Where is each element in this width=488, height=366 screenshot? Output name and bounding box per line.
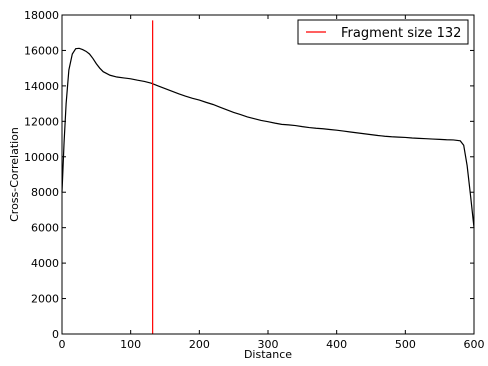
y-tick-label: 4000: [31, 257, 59, 270]
plot-content: [61, 20, 475, 334]
x-tick-label: 300: [258, 338, 279, 351]
legend-label-fragment-size: Fragment size 132: [341, 26, 461, 41]
y-tick-label: 10000: [24, 151, 59, 164]
y-axis-label: Cross-Correlation: [8, 127, 21, 222]
y-tick-label: 12000: [24, 115, 59, 128]
ticks: 0 100 200 300 400 500 600020004000600080001000…: [24, 9, 485, 351]
x-tick-label: 400: [326, 338, 347, 351]
x-tick-label: 0: [59, 338, 66, 351]
y-tick-label: 2000: [31, 293, 59, 306]
y-tick-label: 16000: [24, 44, 59, 57]
x-tick-label: 100: [120, 338, 141, 351]
y-tick-label: 18000: [24, 9, 59, 22]
series-line-cross-correlation: [61, 47, 475, 228]
legend: Fragment size 132: [297, 19, 469, 45]
y-tick-label: 0: [52, 328, 59, 341]
y-tick-label: 14000: [24, 80, 59, 93]
x-axis-label: Distance: [244, 348, 292, 361]
plot-frame: [61, 14, 475, 335]
legend-box: [297, 19, 469, 45]
x-tick-label: 600: [464, 338, 485, 351]
y-tick-label: 6000: [31, 222, 59, 235]
y-tick-label: 8000: [31, 186, 59, 199]
x-tick-label: 200: [189, 338, 210, 351]
x-tick-label: 500: [395, 338, 416, 351]
